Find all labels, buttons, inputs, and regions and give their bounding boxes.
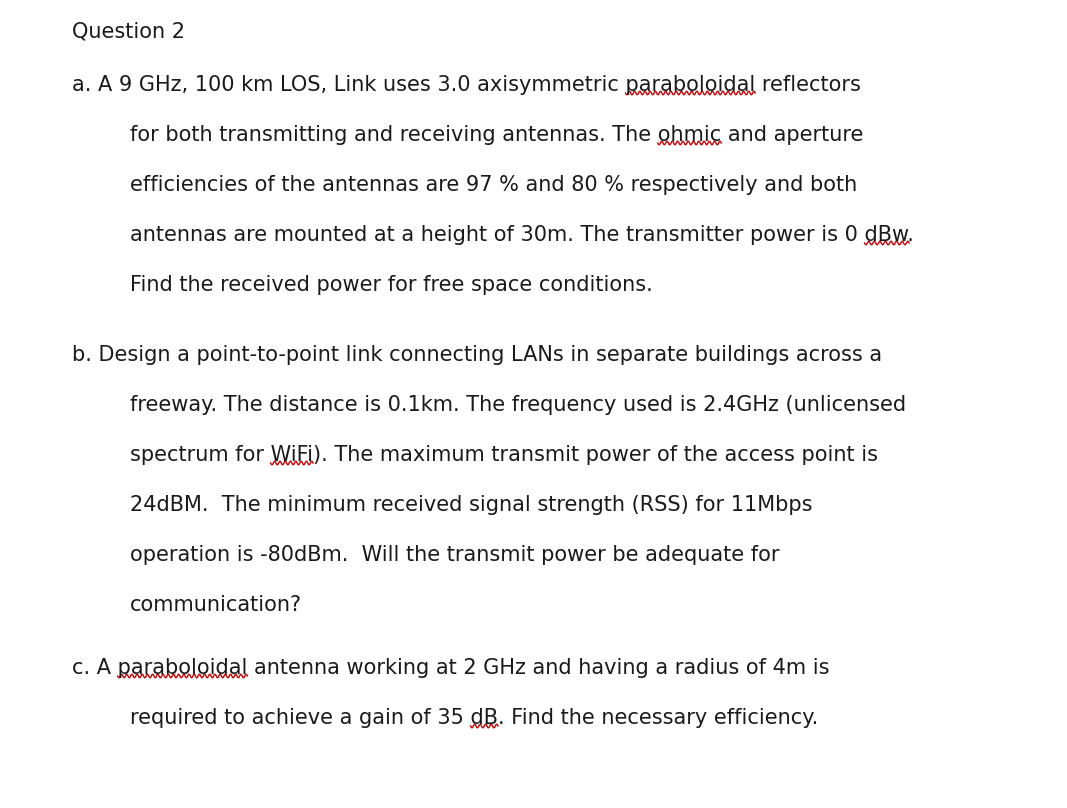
- Text: for both transmitting and receiving antennas. The ohmic and aperture: for both transmitting and receiving ante…: [130, 125, 863, 145]
- Text: c. A paraboloidal antenna working at 2 GHz and having a radius of 4m is: c. A paraboloidal antenna working at 2 G…: [71, 658, 829, 678]
- Text: Question 2: Question 2: [71, 22, 185, 42]
- Text: a. A 9 GHz, 100 km LOS, Link uses 3.0 axisymmetric paraboloidal reflectors: a. A 9 GHz, 100 km LOS, Link uses 3.0 ax…: [71, 75, 861, 95]
- Text: 24dBM.  The minimum received signal strength (RSS) for 11Mbps: 24dBM. The minimum received signal stren…: [130, 495, 812, 515]
- Text: operation is -80dBm.  Will the transmit power be adequate for: operation is -80dBm. Will the transmit p…: [130, 545, 780, 565]
- Text: freeway. The distance is 0.1km. The frequency used is 2.4GHz (unlicensed: freeway. The distance is 0.1km. The freq…: [130, 395, 906, 415]
- Text: efficiencies of the antennas are 97 % and 80 % respectively and both: efficiencies of the antennas are 97 % an…: [130, 175, 857, 195]
- Text: communication?: communication?: [130, 595, 302, 615]
- Text: antennas are mounted at a height of 30m. The transmitter power is 0 dBw.: antennas are mounted at a height of 30m.…: [130, 225, 913, 245]
- Text: required to achieve a gain of 35 dB. Find the necessary efficiency.: required to achieve a gain of 35 dB. Fin…: [130, 708, 818, 728]
- Text: spectrum for WiFi). The maximum transmit power of the access point is: spectrum for WiFi). The maximum transmit…: [130, 445, 878, 465]
- Text: b. Design a point-to-point link connecting LANs in separate buildings across a: b. Design a point-to-point link connecti…: [71, 345, 882, 365]
- Text: Find the received power for free space conditions.: Find the received power for free space c…: [130, 275, 653, 295]
